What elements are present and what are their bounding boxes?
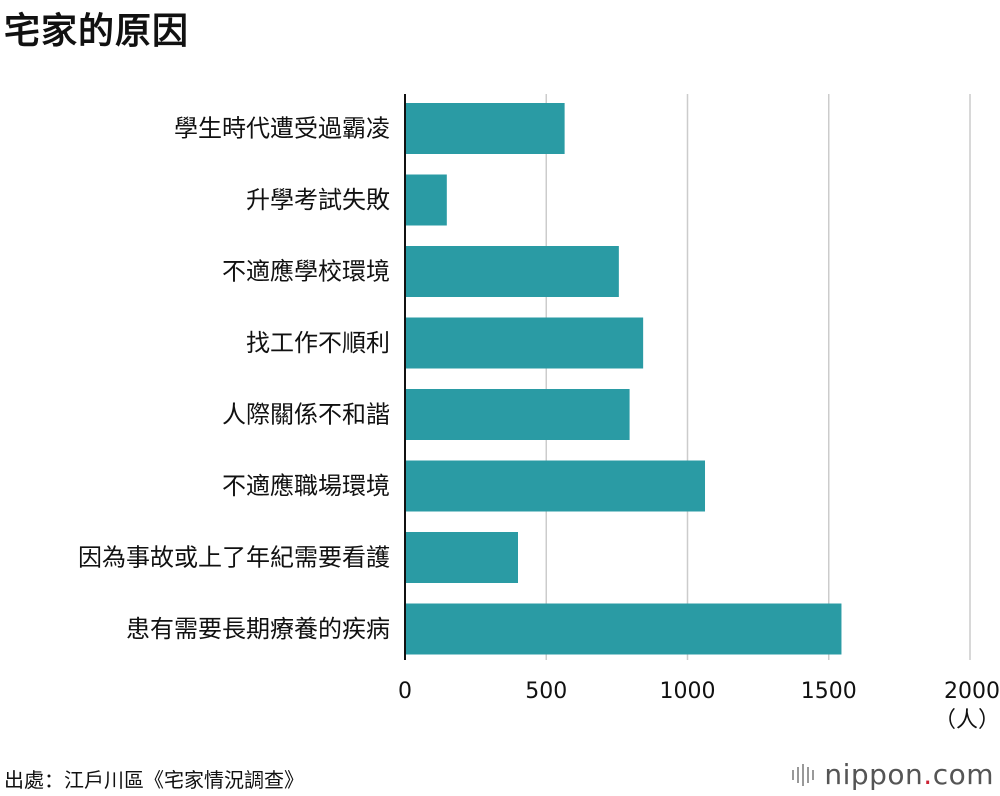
category-label: 人際關係不和諧: [222, 401, 390, 429]
tick-label: 1500: [801, 679, 857, 704]
nippon-logo: nippon. com: [792, 758, 994, 791]
bar: [405, 103, 565, 154]
logo-dot: .: [923, 758, 933, 791]
tick-label: 2000: [944, 679, 1000, 704]
gridlines: [545, 94, 971, 660]
bars: [405, 103, 842, 655]
logo-name: nippon: [824, 758, 924, 791]
bar: [405, 532, 518, 583]
tick-label: 0: [398, 679, 412, 704]
bar: [405, 603, 842, 655]
category-label: 不適應職場環境: [222, 472, 390, 500]
category-label: 因為事故或上了年紀需要看護: [78, 544, 390, 572]
category-label: 學生時代遭受過霸凌: [174, 115, 390, 143]
tick-label: 1000: [660, 679, 716, 704]
chart-title: 宅家的原因: [4, 11, 190, 52]
logo-bars-icon: [792, 763, 815, 786]
category-label: 找工作不順利: [246, 329, 390, 357]
tick-label: 500: [525, 679, 567, 704]
bar: [405, 389, 630, 440]
bar: [405, 174, 447, 226]
category-label: 不適應學校環境: [222, 258, 390, 286]
bar: [405, 460, 706, 512]
category-labels: 學生時代遭受過霸凌升學考試失敗不適應學校環境找工作不順利人際關係不和諧不適應職場…: [78, 115, 390, 644]
unit-label: （人）: [934, 708, 1000, 733]
bar: [405, 246, 619, 297]
category-label: 升學考試失敗: [246, 186, 390, 214]
tick-labels: 0 500 1000 1500 2000: [398, 679, 1000, 704]
source-note: 出處：江戶川區《宅家情況調查》: [4, 768, 304, 792]
logo-tld: com: [932, 758, 994, 791]
bar: [405, 317, 644, 369]
category-label: 患有需要長期療養的疾病: [126, 615, 390, 643]
